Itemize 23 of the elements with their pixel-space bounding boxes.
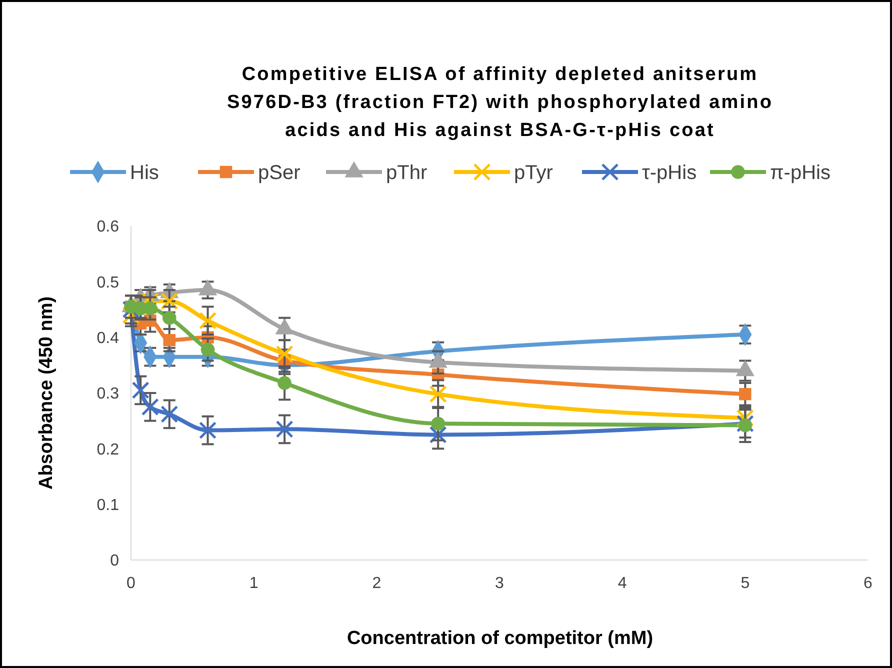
x-tick-label: 1 xyxy=(249,575,258,592)
legend-label: τ-pHis xyxy=(642,162,697,184)
x-tick-label: 0 xyxy=(126,575,136,592)
legend-label: pSer xyxy=(258,162,301,184)
x-axis-title: Concentration of competitor (mM) xyxy=(346,628,654,649)
x-tick-label: 2 xyxy=(372,575,382,592)
chart-title: Competitive ELISA of affinity depleted anitserum S976D-B3 (fraction FT2) with phosphorylated amino acids and His against BSA-G-τ-pHis coat xyxy=(226,64,774,141)
x-tick-label: 6 xyxy=(864,575,873,592)
x-tick-label: 3 xyxy=(495,575,504,592)
legend-label: pTyr xyxy=(514,162,554,184)
y-axis-title: Absorbance (450 nm) xyxy=(36,296,57,490)
legend-label: His xyxy=(130,162,159,184)
y-tick-label: 0.2 xyxy=(96,441,120,458)
legend-label: π-pHis xyxy=(770,162,830,184)
y-tick-label: 0.3 xyxy=(96,386,120,403)
y-tick-label: 0.4 xyxy=(96,330,120,347)
legend-label: pThr xyxy=(386,162,428,184)
y-tick-label: 0.1 xyxy=(96,496,120,514)
y-tick-label: 0 xyxy=(110,552,120,570)
x-tick-label: 5 xyxy=(740,575,750,592)
y-tick-label: 0.6 xyxy=(96,218,120,236)
y-tick-label: 0.5 xyxy=(96,274,120,292)
x-tick-label: 4 xyxy=(618,575,627,592)
